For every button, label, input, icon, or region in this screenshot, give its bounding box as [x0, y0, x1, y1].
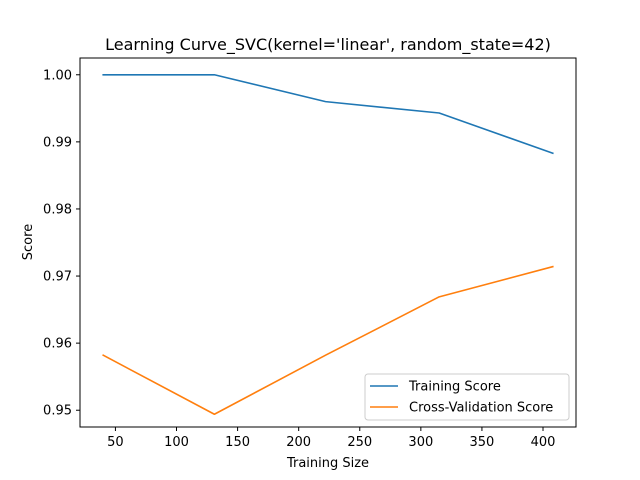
legend-box [364, 373, 570, 421]
y-tick-label: 1.00 [43, 68, 72, 83]
plot-background [80, 58, 576, 427]
x-tick-label: 350 [470, 435, 495, 450]
x-tick-label: 300 [408, 435, 433, 450]
y-axis-label: Score [21, 224, 36, 260]
y-axis-ticks: 0.95 0.96 0.97 0.98 0.99 1.00 [43, 68, 80, 419]
series-line-training-score [102, 73, 554, 155]
x-axis-ticks: 50 100 150 200 250 300 350 400 [107, 427, 555, 450]
series-line-cross-validation-score [102, 265, 554, 416]
x-tick-label: 50 [107, 435, 124, 450]
y-tick-label: 0.98 [43, 202, 72, 217]
plot-area [79, 57, 577, 428]
x-tick-label: 400 [531, 435, 556, 450]
series-layer [102, 73, 554, 416]
legend: Training Score Cross-Validation Score [364, 373, 570, 421]
x-tick-label: 250 [347, 435, 372, 450]
x-tick-label: 150 [225, 435, 250, 450]
x-axis-label: Training Size [286, 456, 369, 471]
x-tick-label: 100 [164, 435, 189, 450]
y-tick-label: 0.95 [43, 404, 72, 419]
legend-label: Training Score [408, 380, 501, 395]
y-tick-label: 0.96 [43, 337, 72, 352]
legend-label: Cross-Validation Score [409, 401, 553, 416]
plot-frame [79, 57, 577, 428]
x-tick-label: 200 [286, 435, 311, 450]
y-tick-label: 0.99 [43, 135, 72, 150]
chart-title: Learning Curve_SVC(kernel='linear', rand… [105, 35, 551, 55]
y-tick-label: 0.97 [43, 270, 72, 285]
